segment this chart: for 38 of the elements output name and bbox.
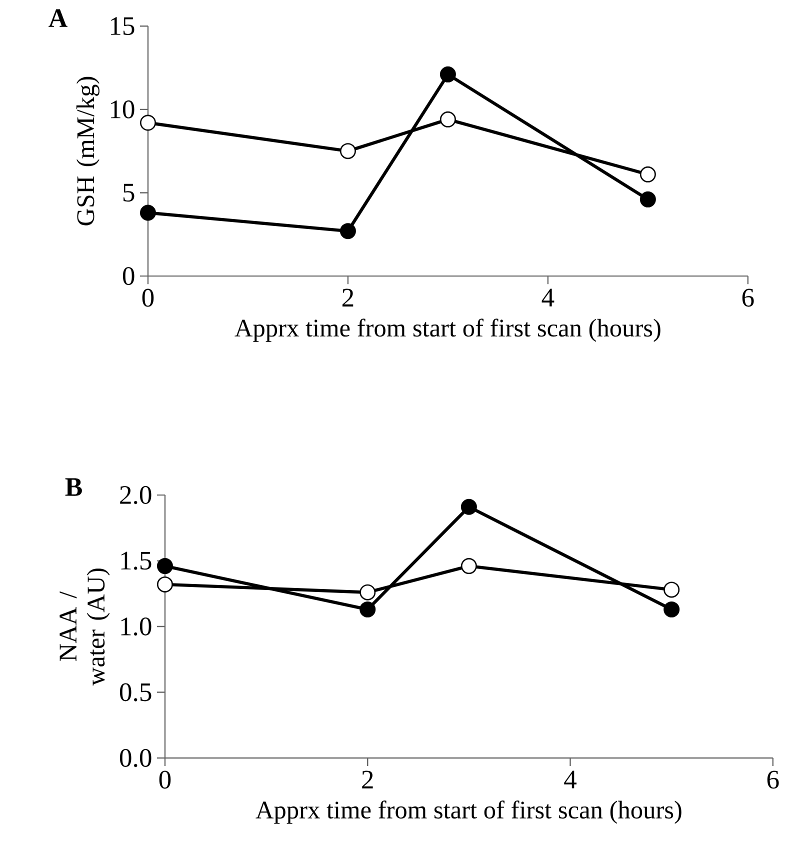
point [157, 558, 174, 574]
point [640, 191, 656, 208]
x-tick-label: 2 [342, 288, 354, 306]
x-axis-title: Apprx time from start of first scan (hours) [256, 800, 682, 824]
y-tick-label: 0.5 [120, 683, 152, 702]
point [340, 223, 356, 240]
y-tick-label: 5 [124, 184, 134, 202]
x-tick-label: 6 [767, 770, 779, 789]
point [140, 114, 156, 131]
point [140, 204, 156, 221]
point [340, 143, 356, 160]
point [460, 498, 477, 515]
y-tick-label: 15 [110, 17, 134, 36]
point [360, 584, 376, 600]
point [157, 576, 174, 592]
point [664, 601, 680, 618]
point [440, 66, 456, 82]
y-tick-label: 1.0 [121, 617, 152, 636]
x-tick-label: 0 [159, 770, 171, 789]
point [460, 558, 477, 574]
x-tick-label: 2 [362, 770, 373, 788]
x-tick-label: 4 [542, 288, 554, 306]
chart-title: A [48, 9, 68, 27]
point [360, 601, 376, 618]
y-axis-title: GSH (mM/kg) [76, 76, 100, 226]
point [640, 166, 656, 182]
y-tick-label: 0 [123, 267, 134, 286]
y-tick-label: 1.5 [121, 552, 152, 570]
x-axis-title: Apprx time from start of first scan (hours) [234, 318, 660, 342]
x-tick-label: 6 [742, 288, 754, 307]
y-tick-label: 10 [110, 100, 134, 118]
y-tick-label: 2.0 [120, 486, 152, 504]
y-tick-label: 0.0 [120, 748, 152, 768]
chart-title: B [65, 478, 82, 496]
point [440, 111, 456, 128]
y-axis-title: NAA / water (AU) [60, 568, 110, 686]
x-tick-label: 4 [564, 770, 577, 788]
point [664, 582, 680, 598]
